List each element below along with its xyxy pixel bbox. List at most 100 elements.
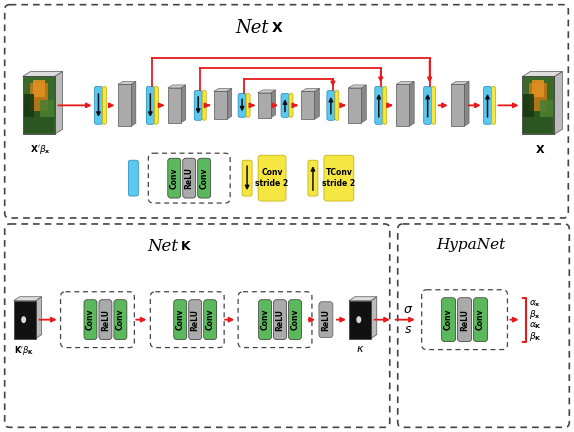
FancyBboxPatch shape [432,86,436,124]
Polygon shape [214,92,227,119]
Text: Conv: Conv [261,309,270,330]
Text: Net: Net [235,19,269,37]
Text: $\mathbf{X}$: $\mathbf{X}$ [271,21,284,35]
Text: $\alpha_\mathbf{K}$: $\alpha_\mathbf{K}$ [529,321,542,331]
Bar [529,83,548,111]
Text: ReLU: ReLU [276,309,285,330]
FancyBboxPatch shape [114,300,127,340]
FancyBboxPatch shape [375,86,383,124]
Bar [15,302,34,337]
Polygon shape [168,88,181,123]
FancyBboxPatch shape [246,93,250,118]
FancyBboxPatch shape [146,86,154,124]
FancyBboxPatch shape [129,160,138,196]
Text: $\kappa$: $\kappa$ [355,343,364,353]
Polygon shape [14,297,41,301]
FancyBboxPatch shape [474,298,487,342]
Text: Conv: Conv [116,309,125,330]
Text: ReLU: ReLU [101,309,110,330]
Text: Conv: Conv [205,309,215,330]
FancyBboxPatch shape [274,300,286,340]
Polygon shape [409,82,414,126]
FancyBboxPatch shape [258,300,272,340]
FancyBboxPatch shape [204,300,216,340]
FancyBboxPatch shape [95,86,102,124]
Polygon shape [554,71,563,134]
FancyBboxPatch shape [202,90,206,120]
FancyBboxPatch shape [84,300,97,340]
Polygon shape [396,84,409,126]
Bar [523,94,534,117]
FancyBboxPatch shape [102,86,106,124]
Polygon shape [348,85,366,88]
Text: ReLU: ReLU [191,309,200,330]
Polygon shape [227,89,232,119]
FancyBboxPatch shape [99,300,112,340]
Polygon shape [22,71,63,76]
Text: Conv: Conv [176,309,185,330]
Text: ReLU: ReLU [185,167,194,189]
Text: TConv
stride 2: TConv stride 2 [323,168,355,188]
FancyBboxPatch shape [238,93,246,118]
Text: Net: Net [148,238,179,255]
Text: Conv: Conv [200,167,209,189]
Text: $\mathbf{K}$: $\mathbf{K}$ [180,240,192,253]
FancyBboxPatch shape [174,300,187,340]
Polygon shape [361,85,366,123]
Bar [350,302,370,337]
Text: $\sigma$: $\sigma$ [402,303,413,316]
FancyBboxPatch shape [189,300,201,340]
Bar [40,100,53,117]
Text: $s$: $s$ [404,323,412,336]
Polygon shape [349,297,377,301]
Text: $\beta_\mathbf{x}$: $\beta_\mathbf{x}$ [529,308,541,321]
Ellipse shape [356,316,361,323]
Text: ReLU: ReLU [321,309,331,330]
Text: Conv: Conv [86,309,95,330]
FancyBboxPatch shape [457,298,472,342]
Text: $\mathbf{X}'\beta_\mathbf{x}$: $\mathbf{X}'\beta_\mathbf{x}$ [30,143,51,156]
Text: $\alpha_\mathbf{x}$: $\alpha_\mathbf{x}$ [529,299,541,309]
FancyBboxPatch shape [197,158,211,198]
Text: $\mathbf{X}$: $\mathbf{X}$ [535,143,545,155]
FancyBboxPatch shape [168,158,181,198]
FancyBboxPatch shape [194,90,202,120]
FancyBboxPatch shape [383,86,387,124]
Ellipse shape [21,316,26,323]
Polygon shape [118,82,136,84]
Polygon shape [451,82,469,84]
FancyBboxPatch shape [281,93,289,118]
Bar [523,102,553,133]
Bar [540,100,553,117]
Polygon shape [270,90,276,118]
FancyBboxPatch shape [289,93,293,118]
FancyBboxPatch shape [335,90,339,120]
FancyBboxPatch shape [183,158,196,198]
FancyBboxPatch shape [154,86,158,124]
Text: Conv: Conv [290,309,300,330]
Bar [533,80,544,97]
Polygon shape [522,76,554,134]
Polygon shape [301,92,315,119]
Polygon shape [14,301,36,339]
Polygon shape [55,71,63,134]
Polygon shape [118,84,131,126]
FancyBboxPatch shape [483,86,491,124]
FancyBboxPatch shape [491,86,495,124]
Polygon shape [258,90,276,93]
Polygon shape [315,89,319,119]
Text: Conv: Conv [170,167,179,189]
Text: ReLU: ReLU [460,309,469,330]
Polygon shape [522,71,563,76]
FancyBboxPatch shape [327,90,335,120]
FancyBboxPatch shape [324,155,354,201]
Text: $\beta_\mathbf{K}$: $\beta_\mathbf{K}$ [529,330,542,343]
Text: Conv
stride 2: Conv stride 2 [255,168,289,188]
Polygon shape [371,297,377,339]
Polygon shape [131,82,136,126]
Polygon shape [464,82,469,126]
Bar [24,77,53,102]
Bar [24,94,34,117]
FancyBboxPatch shape [308,160,318,196]
Polygon shape [22,76,55,134]
